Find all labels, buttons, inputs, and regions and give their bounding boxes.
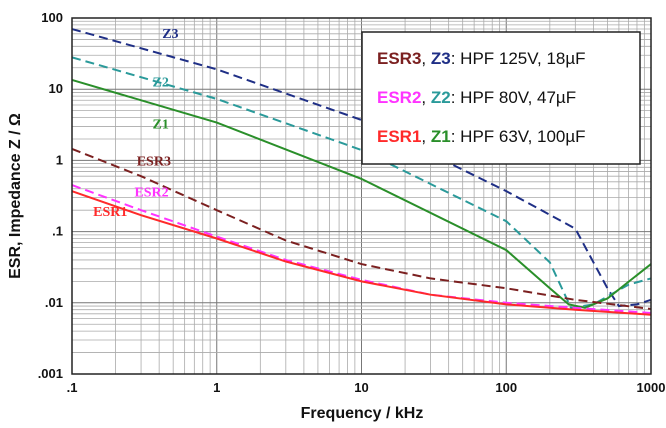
legend-description: : HPF 80V, 47µF [451,88,576,107]
legend-z-label: Z1 [431,127,451,146]
series-line-z3 [71,28,652,308]
series-line-esr1 [71,190,652,316]
legend-entry: ESR3, Z3: HPF 125V, 18µF [377,49,586,68]
curve-label-esr1: ESR1 [93,205,127,220]
y-tick-label: 10 [49,81,63,96]
curve-label-z1: Z1 [153,118,169,133]
legend-entry: ESR2, Z2: HPF 80V, 47µF [377,88,576,107]
legend-esr-label: ESR1 [377,127,421,146]
y-tick-label: 100 [41,10,63,25]
x-tick-label: 100 [495,380,517,395]
y-tick-label: .1 [52,224,63,239]
y-axis-title: ESR, Impedance Z / Ω [7,113,24,279]
series-line-esr3 [71,147,652,310]
curve-label-esr2: ESR2 [134,186,168,201]
tick-labels: .1 1 10 100 1000 .001 .01 .1 1 10 100 [38,10,666,395]
x-tick-label: 1 [213,380,220,395]
series-line-esr2 [71,184,652,314]
y-tick-label: 1 [56,152,63,167]
legend: ESR3, Z3: HPF 125V, 18µF ESR2, Z2: HPF 80… [361,31,641,165]
legend-description: : HPF 125V, 18µF [451,49,586,68]
x-tick-label: 10 [354,380,368,395]
curve-label-z2: Z2 [153,75,169,90]
legend-separator: , [421,88,430,107]
legend-entry: ESR1, Z1: HPF 63V, 100µF [377,127,586,146]
series-line-z2 [71,56,652,309]
legend-esr-label: ESR2 [377,88,421,107]
legend-z-label: Z3 [431,49,451,68]
legend-separator: , [421,127,430,146]
x-tick-label: 1000 [637,380,666,395]
legend-box [361,31,641,165]
series-line-z1 [71,78,652,309]
curve-label-esr3: ESR3 [137,154,171,169]
y-tick-label: .001 [38,366,63,381]
series-lines [71,28,652,316]
x-tick-label: .1 [67,380,78,395]
legend-description: : HPF 63V, 100µF [451,127,586,146]
legend-z-label: Z2 [431,88,451,107]
plot-frame [71,17,652,375]
y-tick-label: .01 [45,295,63,310]
curve-labels: Z3 Z2 Z1 ESR3 ESR2 ESR1 [93,27,178,220]
legend-separator: , [421,49,430,68]
curve-label-z3: Z3 [162,27,178,42]
legend-esr-label: ESR3 [377,49,421,68]
x-axis-title: Frequency / kHz [301,405,424,422]
